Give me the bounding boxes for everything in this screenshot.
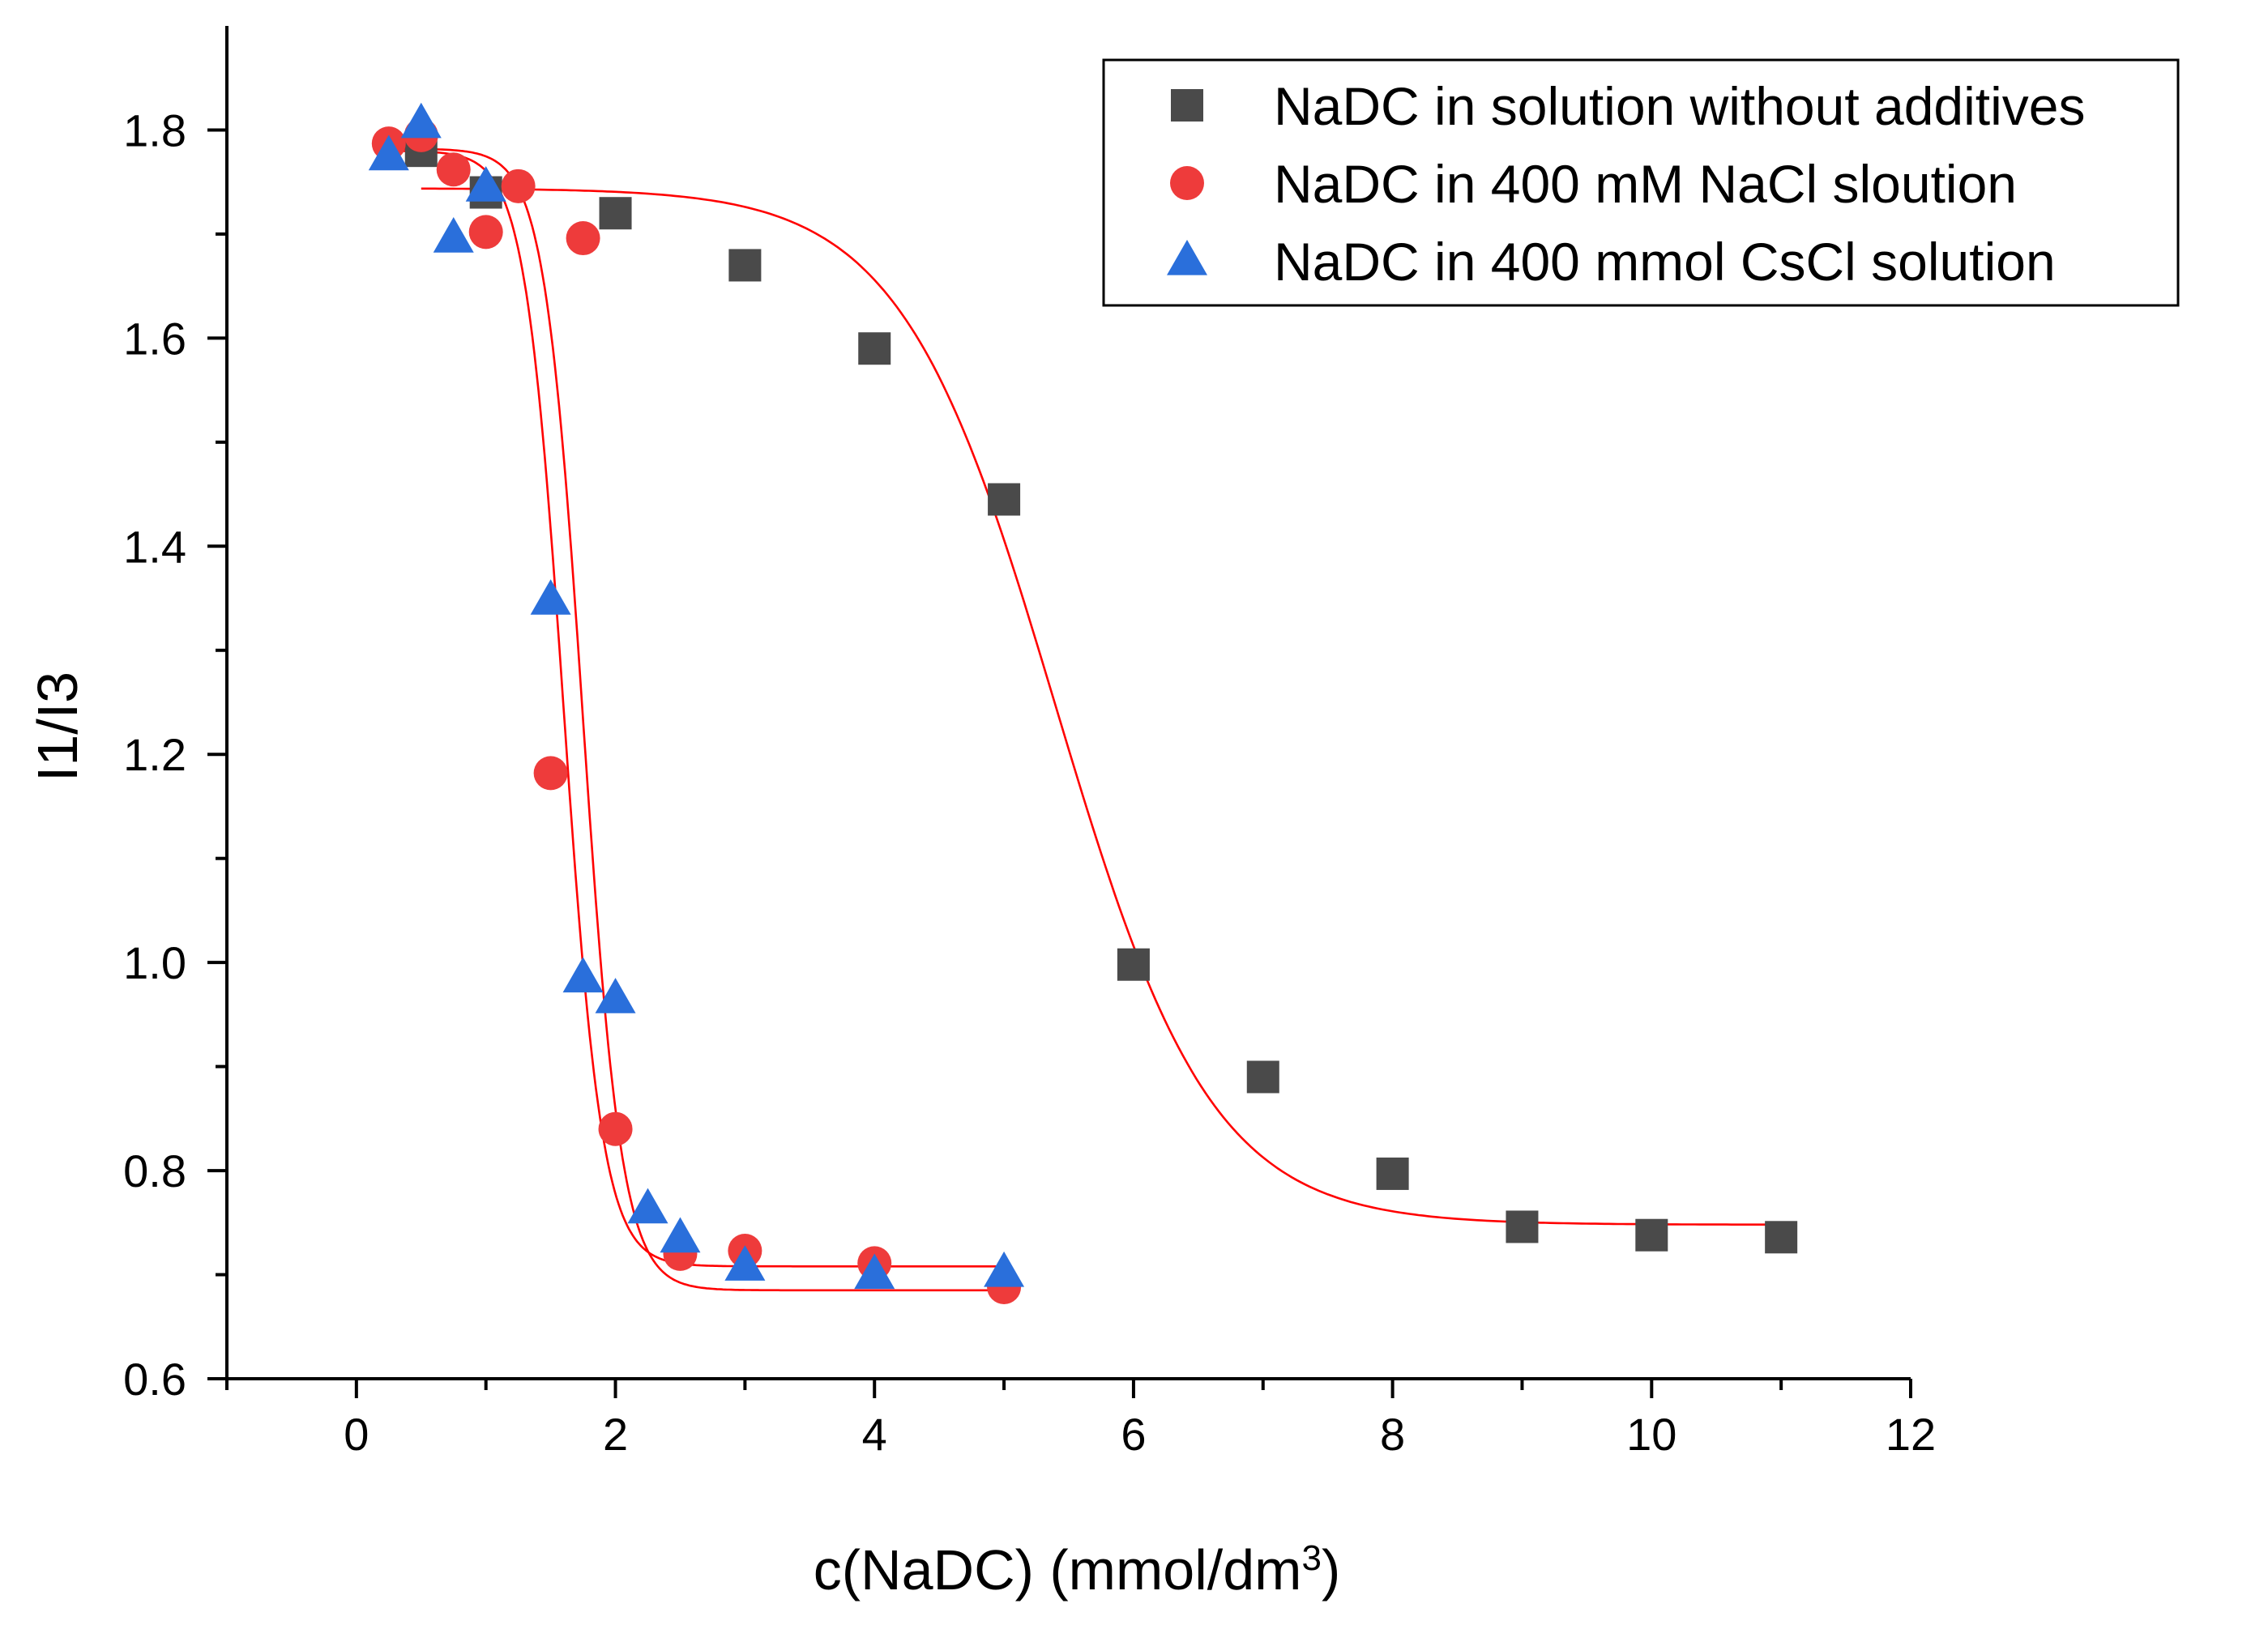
legend: NaDC in solution without additives NaDC i…	[1102, 58, 2180, 307]
data-point	[1506, 1210, 1539, 1243]
data-point	[562, 957, 604, 993]
data-point	[530, 579, 571, 615]
x-tick-label: 6	[1121, 1409, 1146, 1460]
y-tick-label: 1.0	[123, 937, 186, 988]
fit-curve-series-1	[421, 187, 1782, 1226]
x-tick-label: 8	[1380, 1409, 1405, 1460]
data-point	[1635, 1218, 1668, 1252]
data-point	[1117, 948, 1150, 981]
y-tick-label: 0.8	[123, 1145, 186, 1196]
data-point	[465, 166, 506, 202]
data-point	[566, 221, 600, 256]
legend-item: NaDC in 400 mmol CsCl solution	[1167, 232, 2056, 292]
legend-label: NaDC in solution without additives	[1274, 76, 2086, 136]
data-point	[1765, 1221, 1798, 1254]
x-axis-title-main: c(NaDC) (mmol/dm	[814, 1538, 1302, 1602]
data-point	[1376, 1157, 1409, 1190]
data-point	[858, 332, 891, 365]
legend-label: NaDC in 400 mmol CsCl solution	[1274, 232, 2056, 292]
data-point	[400, 102, 442, 139]
data-point	[595, 978, 636, 1013]
legend-marker-triangle	[1167, 239, 1207, 275]
data-point	[533, 756, 568, 791]
data-point	[598, 1111, 633, 1146]
legend-items: NaDC in solution without additives NaDC i…	[1167, 76, 2086, 292]
series-3-points	[368, 102, 1025, 1290]
y-tick-label: 1.8	[123, 104, 186, 156]
data-point	[854, 1253, 895, 1290]
y-axis-ticks: 0.6 0.8 1.0 1.2 1.4 1.6 1.8	[123, 104, 227, 1405]
fit-curve-series-3	[388, 147, 1005, 1292]
x-axis-ticks: 0 2 4 6 8 10 12	[225, 1379, 1936, 1460]
x-tick-label: 0	[344, 1409, 369, 1460]
data-point	[433, 217, 474, 253]
series-2-points	[371, 117, 1022, 1304]
x-tick-label: 2	[603, 1409, 628, 1460]
legend-item: NaDC in 400 mM NaCl sloution	[1170, 154, 2017, 214]
y-tick-label: 0.6	[123, 1354, 186, 1405]
data-point	[1246, 1060, 1279, 1094]
axes: 0 2 4 6 8 10 12 0.6 0.8 1.0 1.2 1.4 1.6 1.8	[123, 26, 1936, 1460]
x-axis-title: c(NaDC) (mmol/dm3)	[814, 1538, 1341, 1602]
data-point	[501, 168, 536, 203]
data-point	[599, 197, 632, 230]
data-point	[660, 1217, 701, 1253]
legend-marker-circle	[1170, 166, 1204, 200]
data-point	[724, 1245, 766, 1281]
legend-item: NaDC in solution without additives	[1171, 76, 2086, 136]
x-tick-label: 4	[862, 1409, 887, 1460]
data-point	[627, 1188, 668, 1224]
y-tick-label: 1.2	[123, 729, 186, 780]
legend-marker-square	[1171, 89, 1203, 122]
data-point	[984, 1251, 1025, 1287]
fit-curves	[388, 147, 1782, 1292]
data-markers	[368, 102, 1798, 1304]
fit-curve-series-2	[388, 150, 1005, 1268]
data-point	[988, 483, 1021, 516]
y-axis-title: I1/I3	[26, 672, 89, 782]
x-tick-label: 12	[1886, 1409, 1936, 1460]
y-tick-label: 1.6	[123, 313, 186, 364]
x-tick-label: 10	[1626, 1409, 1676, 1460]
data-point	[728, 249, 762, 282]
data-point	[368, 134, 409, 171]
y-tick-label: 1.4	[123, 521, 186, 572]
legend-label: NaDC in 400 mM NaCl sloution	[1274, 154, 2017, 214]
plot-area	[368, 102, 1798, 1304]
x-axis-title-close: )	[1322, 1538, 1340, 1602]
legend-box	[1102, 58, 2180, 307]
data-point	[468, 215, 503, 250]
x-axis-title-superscript: 3	[1301, 1538, 1321, 1578]
data-point	[436, 152, 471, 187]
